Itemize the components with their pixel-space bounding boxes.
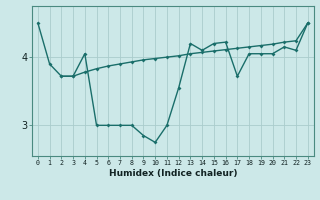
X-axis label: Humidex (Indice chaleur): Humidex (Indice chaleur) — [108, 169, 237, 178]
